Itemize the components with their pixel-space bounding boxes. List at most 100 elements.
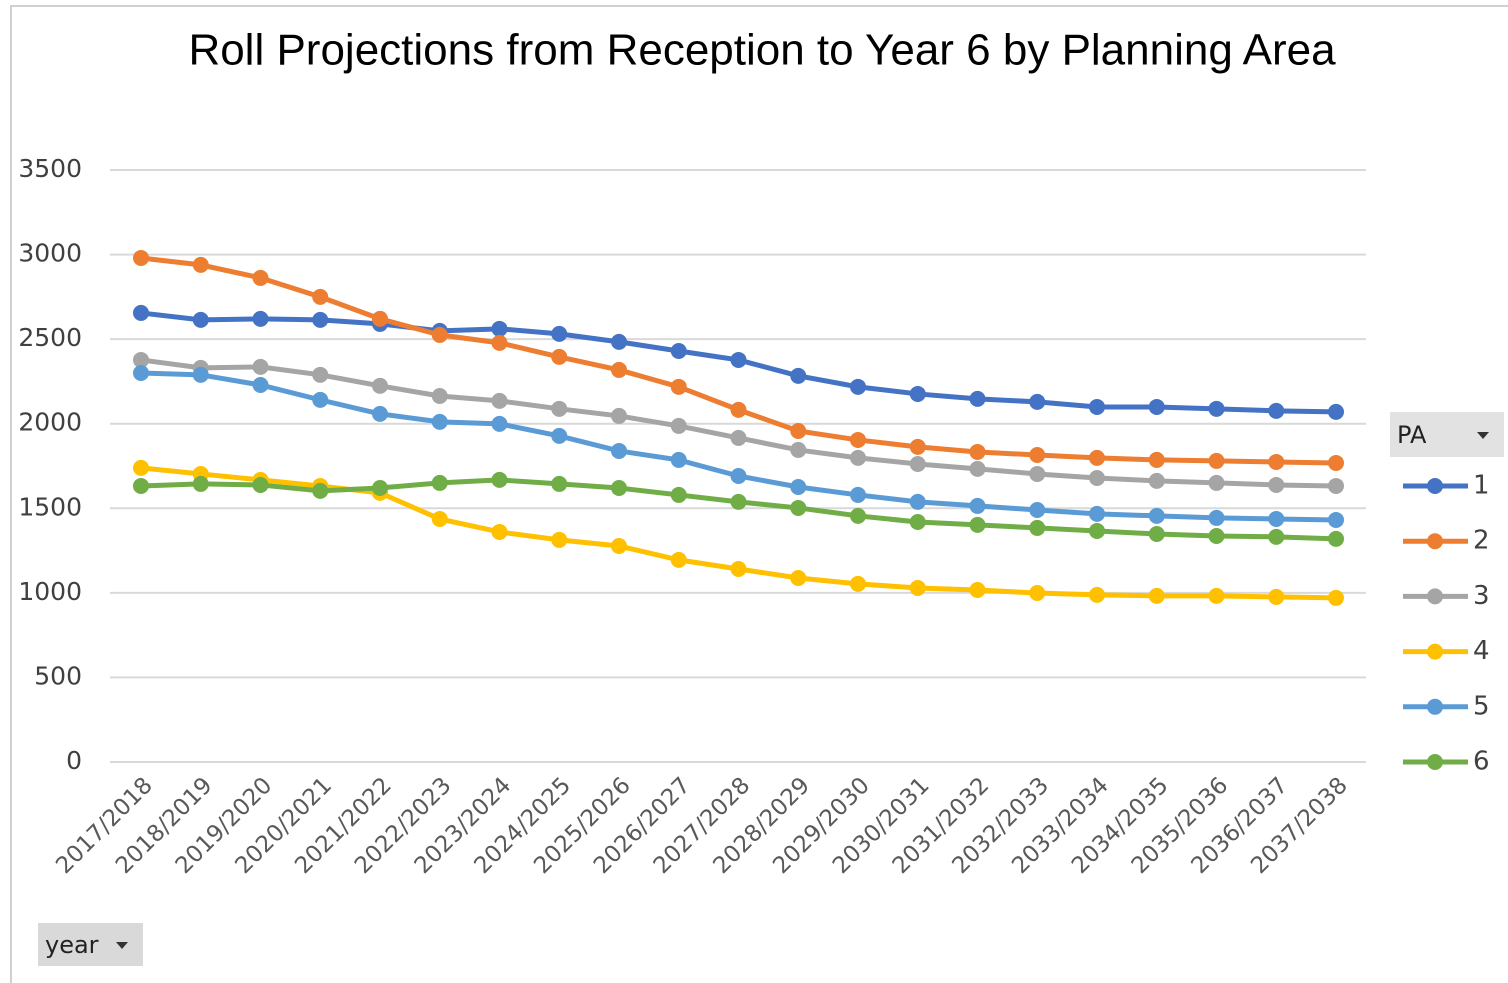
point bbox=[1268, 402, 1285, 419]
point bbox=[431, 510, 448, 527]
point bbox=[1148, 525, 1165, 542]
point bbox=[670, 342, 687, 359]
point bbox=[611, 361, 627, 378]
point bbox=[1148, 472, 1165, 489]
point bbox=[252, 269, 269, 286]
point bbox=[670, 417, 687, 434]
point bbox=[1328, 511, 1344, 528]
point bbox=[730, 467, 747, 484]
legend-label: 4 bbox=[1473, 636, 1490, 666]
point bbox=[192, 256, 209, 273]
point bbox=[133, 459, 149, 476]
point bbox=[790, 569, 807, 586]
y-tick-label: 1500 bbox=[18, 492, 82, 521]
point bbox=[790, 441, 807, 458]
point bbox=[1029, 447, 1046, 464]
point bbox=[1208, 528, 1225, 545]
point bbox=[670, 451, 687, 468]
legend-label: 2 bbox=[1473, 526, 1490, 556]
point bbox=[551, 475, 568, 492]
point bbox=[909, 579, 926, 596]
point bbox=[1328, 589, 1344, 606]
point bbox=[1268, 588, 1285, 605]
point bbox=[372, 310, 388, 327]
point bbox=[551, 348, 568, 365]
axis-field-label: year bbox=[45, 931, 99, 959]
point bbox=[1089, 470, 1105, 487]
dropdown-arrow bbox=[1477, 432, 1489, 439]
point bbox=[312, 391, 329, 408]
axis-field-button[interactable]: year bbox=[38, 923, 143, 966]
point bbox=[969, 443, 986, 460]
point bbox=[133, 364, 149, 381]
point bbox=[969, 460, 986, 477]
point bbox=[491, 523, 508, 540]
point bbox=[1148, 507, 1165, 524]
point bbox=[790, 478, 807, 495]
point bbox=[1089, 505, 1105, 522]
point bbox=[1208, 474, 1225, 491]
point bbox=[1268, 476, 1285, 493]
point bbox=[372, 405, 388, 422]
point bbox=[491, 392, 508, 409]
point bbox=[790, 499, 807, 516]
point bbox=[611, 538, 627, 555]
point bbox=[730, 493, 747, 510]
point bbox=[312, 482, 329, 499]
y-tick-label: 1000 bbox=[18, 577, 82, 606]
point bbox=[969, 497, 986, 514]
point bbox=[850, 575, 866, 592]
point bbox=[133, 249, 149, 266]
legend-swatch-marker bbox=[1427, 533, 1443, 550]
point bbox=[491, 334, 508, 351]
point bbox=[372, 377, 388, 394]
legend-label: 3 bbox=[1473, 581, 1490, 611]
point bbox=[1208, 509, 1225, 526]
y-tick-label: 3500 bbox=[18, 154, 82, 183]
legend-label: 1 bbox=[1473, 471, 1490, 501]
chart-frame bbox=[10, 5, 1508, 983]
point bbox=[1089, 398, 1105, 415]
legend-swatch-marker bbox=[1427, 478, 1443, 494]
point bbox=[1208, 587, 1225, 604]
dropdown-arrow bbox=[116, 942, 128, 949]
point bbox=[730, 429, 747, 446]
point bbox=[431, 387, 448, 404]
point bbox=[1029, 501, 1046, 518]
y-tick-label: 0 bbox=[66, 746, 82, 775]
point bbox=[431, 326, 448, 343]
point bbox=[1208, 452, 1225, 469]
point bbox=[909, 438, 926, 455]
point bbox=[431, 413, 448, 430]
point bbox=[969, 390, 986, 407]
chart-title: Roll Projections from Reception to Year … bbox=[188, 26, 1336, 75]
point bbox=[551, 427, 568, 444]
point bbox=[1089, 522, 1105, 539]
point bbox=[133, 304, 149, 321]
point bbox=[969, 581, 986, 598]
point bbox=[790, 367, 807, 384]
point bbox=[850, 449, 866, 466]
legend-swatch-marker bbox=[1427, 698, 1443, 715]
legend-button[interactable]: PA bbox=[1390, 412, 1504, 457]
point bbox=[1029, 465, 1046, 482]
point bbox=[312, 288, 329, 305]
point bbox=[372, 479, 388, 496]
point bbox=[133, 477, 149, 494]
legend-swatch-marker bbox=[1427, 588, 1443, 605]
point bbox=[730, 351, 747, 368]
point bbox=[670, 551, 687, 568]
point bbox=[1328, 403, 1344, 420]
point bbox=[252, 376, 269, 393]
point bbox=[133, 351, 149, 368]
point bbox=[491, 320, 508, 337]
point bbox=[431, 474, 448, 491]
point bbox=[1029, 585, 1046, 602]
point bbox=[611, 333, 627, 350]
legend-title: PA bbox=[1397, 421, 1427, 449]
point bbox=[1148, 451, 1165, 468]
point bbox=[491, 471, 508, 488]
point bbox=[491, 415, 508, 432]
point bbox=[192, 366, 209, 383]
